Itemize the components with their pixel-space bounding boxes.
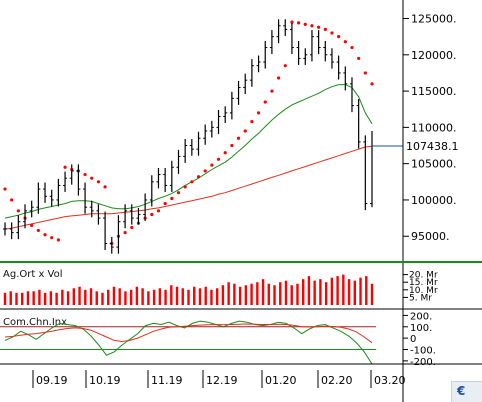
sar-dot — [130, 225, 134, 230]
sar-dot — [210, 163, 214, 167]
sar-dot — [170, 196, 174, 201]
cci-signal-line — [4, 323, 373, 344]
sar-dot — [43, 233, 47, 237]
sar-dot — [330, 31, 334, 35]
sar-dot — [263, 100, 267, 104]
volume-tick-label: 20. Mr — [409, 271, 438, 281]
last-price-label: 107438.1 — [406, 140, 459, 153]
cci-label: Com.Chn.Inx — [3, 317, 67, 328]
sar-dot — [123, 231, 127, 235]
sar-dot — [163, 201, 167, 206]
volume-label: Ag.Ort x Vol — [3, 269, 63, 280]
x-axis: 09.19 10.19 11.19 12.19 01.20 02.20 03.20 — [32, 370, 406, 388]
volume-tick-label: 5. Mr — [409, 293, 432, 303]
cci-tick-label: -100. — [410, 346, 436, 357]
sar-dot — [270, 89, 274, 93]
sar-dot — [196, 175, 201, 179]
sar-dot — [283, 64, 287, 68]
sar-dot — [63, 165, 67, 169]
cci-tick-label: 200. — [410, 311, 432, 322]
cci-panel: Com.Chn.Inx 200.100.0-100.-200. — [0, 311, 436, 368]
app-corner-icon[interactable]: € — [451, 381, 482, 402]
sar-dot — [363, 71, 367, 75]
sar-dot — [3, 187, 7, 191]
sar-dot — [56, 238, 60, 242]
sar-dot — [276, 76, 281, 80]
sar-dot — [370, 82, 374, 86]
sar-dot — [290, 20, 294, 24]
x-tick-label: 02.20 — [321, 374, 353, 387]
x-tick-label: 11.19 — [151, 374, 183, 387]
sar-dot — [230, 143, 234, 148]
price-tick-label: 95000. — [411, 230, 450, 243]
sar-dot — [303, 22, 307, 26]
moving-average-ma-short — [4, 84, 373, 219]
sar-dot — [90, 176, 94, 180]
sar-dot — [30, 223, 34, 227]
sar-dot — [223, 151, 227, 155]
cci-tick-label: -200. — [410, 357, 436, 368]
sar-dot — [176, 191, 181, 195]
sar-dot — [256, 111, 261, 115]
sar-dot — [36, 228, 40, 233]
sar-dot — [317, 25, 321, 29]
x-tick-label: 03.20 — [374, 374, 406, 387]
sar-dot — [243, 129, 247, 133]
sar-dot — [96, 180, 101, 184]
price-tick-label: 110000. — [411, 121, 457, 134]
sar-dot — [10, 198, 14, 202]
volume-tick-label: 15. Mr — [409, 278, 438, 288]
sar-dot — [103, 185, 107, 189]
cci-tick-label: 0 — [410, 334, 416, 345]
sar-dot — [183, 185, 187, 189]
x-tick-label: 10.19 — [89, 374, 121, 387]
sar-dot — [16, 209, 20, 213]
x-tick-label: 01.20 — [265, 374, 297, 387]
cci-tick-label: 100. — [410, 323, 432, 334]
price-tick-label: 125000. — [411, 13, 457, 26]
price-tick-label: 120000. — [411, 49, 457, 62]
sar-dot — [150, 212, 154, 217]
sar-dot — [203, 169, 207, 173]
volume-tick-label: 10. Mr — [409, 286, 438, 296]
sar-dot — [337, 35, 341, 39]
price-tick-label: 115000. — [411, 85, 457, 98]
x-tick-label: 09.19 — [36, 374, 68, 387]
sar-dot — [236, 136, 241, 140]
x-tick-label: 12.19 — [206, 374, 238, 387]
sar-dot — [323, 27, 327, 31]
price-tick-label: 105000. — [411, 158, 457, 171]
sar-dot — [343, 40, 347, 44]
price-tick-label: 100000. — [411, 194, 457, 207]
sar-dot — [216, 157, 221, 161]
sar-dot — [310, 24, 314, 28]
sar-dot — [250, 119, 254, 124]
sar-dot — [156, 209, 161, 213]
sar-dot — [357, 56, 361, 61]
moving-average-ma-long — [4, 145, 373, 230]
sar-dot — [83, 172, 87, 177]
sar-dot — [297, 21, 301, 25]
sar-dot — [50, 236, 54, 240]
price-panel: 125000. 120000. 115000. 110000. 105000. 10000… — [3, 13, 459, 254]
sar-dot — [350, 45, 354, 50]
sar-dot — [190, 180, 194, 184]
